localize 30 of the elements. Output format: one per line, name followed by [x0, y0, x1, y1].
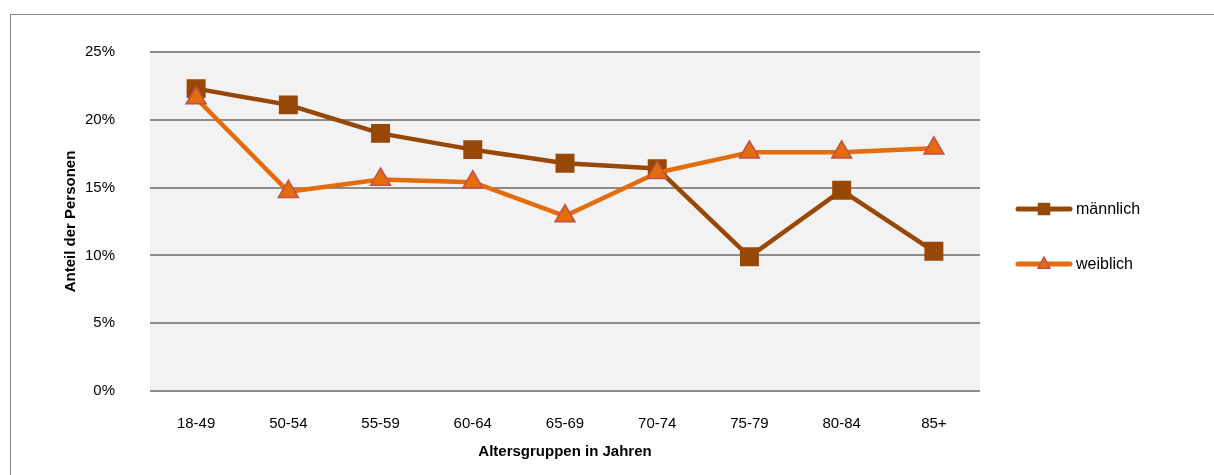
point [277, 179, 300, 199]
point [462, 169, 484, 189]
x-tick-label: 85+ [921, 414, 947, 432]
y-tick-label: 5% [93, 313, 115, 331]
x-tick-label: 60-64 [453, 414, 492, 432]
legend-label: weiblich [1075, 255, 1133, 273]
x-tick-label: 80-84 [822, 414, 861, 432]
x-tick-label: 75-79 [730, 414, 769, 432]
y-tick-label: 10% [84, 245, 115, 263]
x-tick-label: 55-59 [361, 414, 400, 432]
x-tick-label: 65-69 [545, 414, 585, 432]
point [832, 180, 852, 200]
x-tick-label: 18-49 [176, 414, 216, 432]
y-tick-label: 25% [84, 42, 115, 60]
point [185, 85, 207, 105]
x-axis-title: Altersgruppen in Jahren [478, 442, 652, 460]
point [738, 140, 761, 159]
legend-label: männlich [1076, 200, 1141, 218]
y-tick-label: 15% [84, 177, 115, 195]
point [830, 140, 853, 159]
point [739, 247, 759, 267]
y-axis-title: Anteil der Personen [61, 150, 79, 293]
x-tick-label: 70-74 [638, 414, 677, 432]
point [924, 241, 944, 261]
x-tick-label: 50-54 [269, 414, 308, 432]
point [923, 136, 945, 155]
point [369, 167, 392, 186]
point [554, 203, 576, 223]
y-tick-label: 0% [93, 381, 115, 399]
y-tick-label: 20% [84, 109, 115, 127]
